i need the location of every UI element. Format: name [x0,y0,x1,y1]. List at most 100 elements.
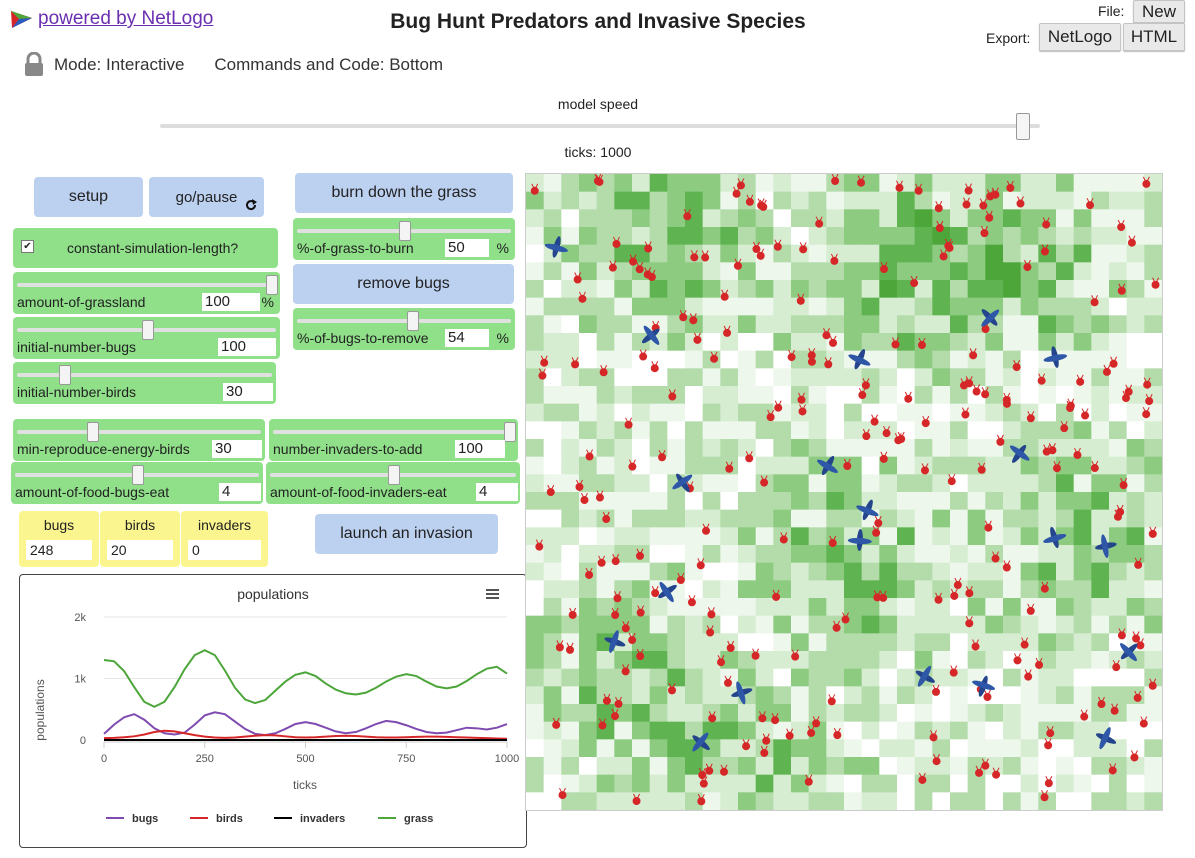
grass-patch [967,721,986,740]
slider-thumb[interactable] [141,320,154,340]
slider-track[interactable] [273,430,514,434]
chart-menu-icon[interactable] [486,589,499,599]
legend-item-grass[interactable]: grass [378,813,433,825]
constant-simulation-length-switch[interactable]: ✔ constant-simulation-length? [13,228,278,268]
remove-bugs-button[interactable]: remove bugs [293,264,514,304]
bug-agent [530,183,539,195]
grass-patch [614,474,633,493]
grass-patch [667,774,686,793]
bug-agent [1112,659,1121,672]
slider-track[interactable] [17,430,261,434]
legend-item-invaders[interactable]: invaders [274,813,345,825]
grass-patch [632,492,651,511]
slider-value[interactable]: 100 [202,293,260,311]
grass-patch [755,668,774,687]
grass-patch [685,580,704,599]
export-netlogo-button[interactable]: NetLogo [1039,23,1121,51]
grass-to-burn-slider[interactable]: %-of-grass-to-burn 50 % [293,218,515,260]
grass-patch [632,580,651,599]
world-view[interactable] [525,173,1163,811]
legend-item-bugs[interactable]: bugs [106,813,158,825]
slider-value[interactable]: 100 [455,440,505,458]
model-speed-slider[interactable] [160,124,1040,128]
slider-unit: % [261,294,274,310]
bug-agent [555,640,564,652]
amount-of-food-invaders-eat-slider[interactable]: amount-of-food-invaders-eat 4 [266,462,520,504]
slider-value[interactable]: 100 [218,338,276,356]
bugs-to-remove-slider[interactable]: %-of-bugs-to-remove 54 % [293,308,515,350]
legend-item-birds[interactable]: birds [190,813,243,825]
grass-patch [1073,774,1092,793]
netlogo-logo[interactable]: powered by NetLogo [10,8,213,30]
grass-patch [1020,227,1039,246]
slider-track[interactable] [297,319,511,323]
grass-patch [1020,368,1039,387]
bug-agent [929,730,938,742]
grass-patch [738,333,757,352]
export-html-button[interactable]: HTML [1123,23,1185,51]
slider-thumb[interactable] [58,365,71,385]
grass-patch [1109,615,1128,634]
slider-thumb[interactable] [132,465,144,485]
grass-patch [738,668,757,687]
initial-number-birds-slider[interactable]: initial-number-birds 30 [13,362,276,404]
grass-patch [773,209,792,228]
grass-patch [879,474,898,493]
setup-button[interactable]: setup [34,177,143,217]
grass-patch [844,633,863,652]
powered-by-link[interactable]: powered by NetLogo [38,8,214,29]
x-tick-label: 750 [397,753,415,765]
bug-agent [779,532,788,544]
slider-thumb[interactable] [407,311,420,331]
world-canvas[interactable] [526,173,1163,811]
slider-value[interactable]: 30 [212,440,262,458]
grass-patch [844,403,863,422]
amount-of-grassland-slider[interactable]: amount-of-grassland 100 % [13,272,280,314]
go-pause-button[interactable]: go/pause [149,177,264,217]
slider-thumb[interactable] [87,422,100,442]
bird-agent [817,455,838,476]
file-new-button[interactable]: New [1133,0,1185,23]
slider-track[interactable] [17,373,272,377]
bug-agent [762,733,771,745]
burn-grass-button[interactable]: burn down the grass [295,173,513,213]
slider-thumb[interactable] [399,221,411,241]
initial-number-bugs-slider[interactable]: initial-number-bugs 100 [13,317,280,359]
grass-patch [649,456,668,475]
slider-value[interactable]: 4 [476,483,518,501]
grass-patch [720,439,739,458]
grass-patch [773,598,792,617]
grass-patch [1126,333,1145,352]
grass-patch [826,262,845,281]
min-reproduce-energy-birds-slider[interactable]: min-reproduce-energy-birds 30 [13,419,265,461]
grass-patch [861,598,880,617]
slider-thumb[interactable] [388,465,400,485]
slider-thumb[interactable] [266,275,278,295]
switch-checkbox[interactable]: ✔ [21,240,34,253]
grass-patch [543,757,562,776]
slider-value[interactable]: 54 [445,329,489,347]
slider-value[interactable]: 50 [445,239,489,257]
amount-of-food-bugs-eat-slider[interactable]: amount-of-food-bugs-eat 4 [11,462,263,504]
grass-patch [1144,191,1163,210]
grass-patch [1091,227,1110,246]
slider-thumb[interactable] [504,422,516,442]
grass-patch [579,651,598,670]
slider-track[interactable] [17,283,276,287]
commands-code-position[interactable]: Commands and Code: Bottom [214,55,444,74]
grass-patch [1144,739,1163,758]
slider-value[interactable]: 30 [223,383,273,401]
grass-patch [526,598,545,617]
grass-patch [632,704,651,723]
bug-agent [733,258,742,270]
grass-patch [1073,686,1092,705]
grass-patch [808,545,827,564]
grass-patch [649,421,668,440]
lock-icon[interactable] [22,52,46,78]
number-invaders-to-add-slider[interactable]: number-invaders-to-add 100 [269,419,518,461]
slider-value[interactable]: 4 [219,483,261,501]
grass-patch [596,792,615,811]
launch-invasion-button[interactable]: launch an invasion [315,514,498,554]
bug-agent [918,772,927,784]
model-speed-thumb[interactable] [1016,113,1031,140]
